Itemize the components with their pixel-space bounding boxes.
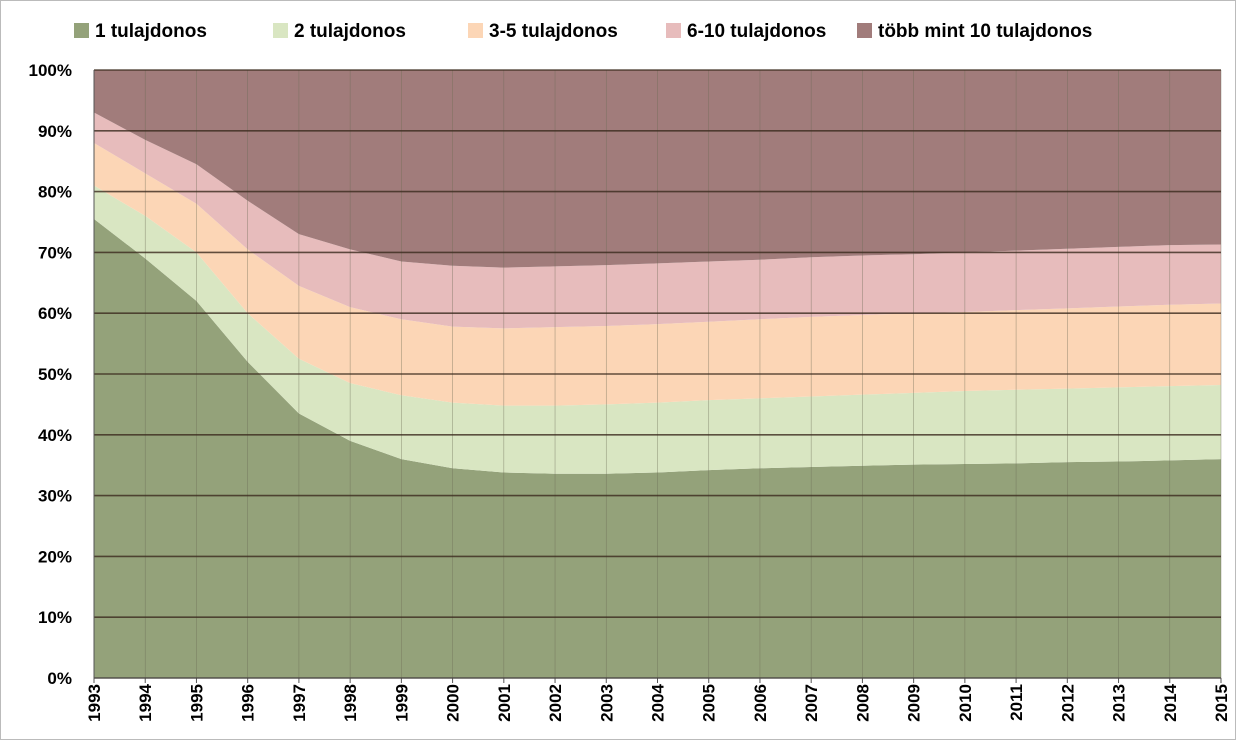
y-tick-label: 0%: [47, 669, 72, 688]
x-tick-label: 2007: [802, 684, 821, 722]
x-tick-label: 1999: [392, 684, 411, 722]
x-tick-label: 2000: [444, 684, 463, 722]
legend-swatch: [666, 23, 681, 38]
area: [94, 112, 1221, 329]
x-tick-label: 2003: [597, 684, 616, 722]
area: [94, 218, 1221, 678]
x-tick-label: 1995: [187, 684, 206, 722]
legend-label: 1 tulajdonos: [95, 21, 207, 42]
legend-swatch: [857, 23, 872, 38]
x-tick-label: 1993: [85, 684, 104, 722]
y-tick-label: 10%: [38, 608, 72, 627]
x-tick-label: 2004: [649, 683, 668, 721]
legend-swatch: [468, 23, 483, 38]
legend-label: 6-10 tulajdonos: [687, 21, 826, 42]
y-tick-label: 30%: [38, 487, 72, 506]
legend-swatch: [273, 23, 288, 38]
x-tick-label: 2008: [853, 684, 872, 722]
x-tick-label: 1997: [290, 684, 309, 722]
y-tick-label: 60%: [38, 304, 72, 323]
x-tick-label: 2005: [700, 684, 719, 722]
x-tick-label: 2012: [1058, 684, 1077, 722]
legend-label: több mint 10 tulajdonos: [878, 21, 1092, 42]
x-tick-label: 1994: [136, 683, 155, 721]
area: [94, 142, 1221, 406]
y-tick-label: 20%: [38, 547, 72, 566]
x-tick-label: 2010: [956, 684, 975, 722]
y-tick-label: 90%: [38, 122, 72, 141]
y-tick-label: 100%: [29, 61, 72, 80]
y-tick-label: 80%: [38, 183, 72, 202]
x-tick-label: 2015: [1212, 684, 1231, 722]
legend-swatch: [74, 23, 89, 38]
x-tick-label: 1996: [239, 684, 258, 722]
x-tick-label: 2001: [495, 684, 514, 722]
legend-label: 3-5 tulajdonos: [489, 21, 618, 42]
y-tick-label: 40%: [38, 426, 72, 445]
x-tick-label: 2009: [905, 684, 924, 722]
y-tick-label: 70%: [38, 243, 72, 262]
y-tick-label: 50%: [38, 365, 72, 384]
area: [94, 185, 1221, 474]
x-tick-label: 1998: [341, 684, 360, 722]
x-tick-label: 2006: [751, 684, 770, 722]
x-tick-label: 2014: [1161, 683, 1180, 721]
legend-label: 2 tulajdonos: [294, 21, 406, 42]
x-tick-label: 2002: [546, 684, 565, 722]
x-tick-label: 2013: [1110, 684, 1129, 722]
x-tick-label: 2011: [1007, 684, 1026, 721]
